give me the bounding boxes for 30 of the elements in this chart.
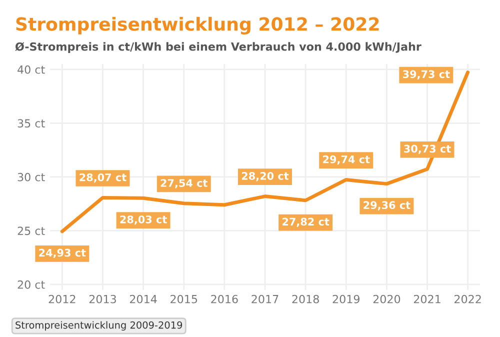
x-tick-label: 2014 — [130, 294, 157, 304]
x-tick-label: 2016 — [211, 294, 238, 304]
x-tick-label: 2017 — [252, 294, 278, 304]
x-tick-label: 2021 — [414, 294, 440, 304]
data-label: 28,07 ct — [80, 173, 126, 183]
x-tick-label: 2019 — [332, 294, 360, 304]
x-tick-label: 2013 — [89, 294, 116, 304]
x-tick-label: 2018 — [292, 294, 319, 304]
data-label: 28,03 ct — [120, 215, 167, 225]
chart-title: Strompreisentwicklung 2012 – 2022 — [16, 16, 379, 34]
data-label: 39,73 ct — [402, 70, 450, 80]
y-tick-label: 35 ct — [18, 119, 45, 128]
y-tick-label: 40 ct — [18, 65, 45, 74]
data-label: 28,20 ct — [242, 172, 289, 182]
data-label: 24,93 ct — [39, 248, 86, 258]
x-tick-label: 2012 — [48, 294, 76, 304]
y-tick-label: 30 ct — [18, 172, 45, 182]
data-label: 30,73 ct — [404, 144, 451, 154]
data-label: 27,82 ct — [282, 218, 330, 227]
data-label: 29,74 ct — [323, 155, 370, 165]
data-label: 27,54 ct — [160, 179, 208, 188]
chart-subtitle: Ø-Strompreis in ct/kWh bei einem Verbrauch von 4.000 kWh/Jahr — [15, 42, 422, 53]
x-tick-label: 2020 — [373, 294, 400, 304]
text: Strompreisentwicklung 2009-2019 — [16, 321, 182, 331]
line-series — [60, 70, 470, 234]
data-label: 29,36 ct — [364, 201, 410, 210]
x-tick-label: 2022 — [454, 294, 481, 304]
y-tick-label: 25 ct — [18, 226, 45, 236]
x-tick-label: 2015 — [170, 294, 198, 304]
y-tick-label: 20 ct — [18, 280, 45, 289]
